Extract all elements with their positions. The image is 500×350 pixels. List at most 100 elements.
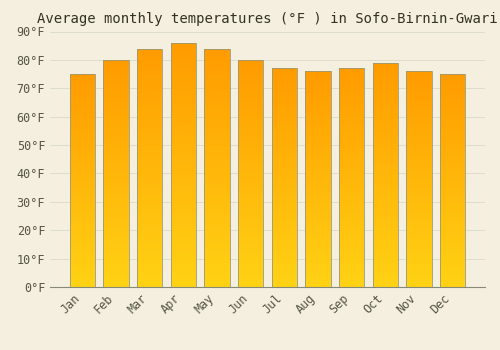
Bar [104,219,128,222]
Bar [306,174,330,176]
Bar [137,165,162,168]
Bar [170,202,196,205]
Bar [372,214,398,217]
Bar [170,266,196,269]
Bar [137,141,162,144]
Bar [204,87,230,90]
Bar [272,110,297,112]
Bar [406,268,432,271]
Bar [372,169,398,172]
Bar [372,237,398,239]
Bar [137,117,162,120]
Bar [238,239,264,241]
Bar [440,274,465,276]
Bar [70,101,95,103]
Bar [440,117,465,119]
Bar [306,141,330,144]
Bar [440,74,465,287]
Bar [372,63,398,65]
Bar [339,232,364,235]
Bar [170,107,196,110]
Bar [272,232,297,235]
Bar [170,49,196,52]
Bar [440,250,465,252]
Bar [306,255,330,257]
Bar [170,189,196,193]
Bar [104,182,128,185]
Bar [137,168,162,171]
Bar [272,252,297,254]
Bar [238,193,264,196]
Bar [204,260,230,263]
Bar [238,208,264,210]
Bar [70,151,95,154]
Bar [406,155,432,158]
Bar [440,101,465,103]
Bar [170,281,196,284]
Bar [70,90,95,93]
Bar [137,189,162,191]
Bar [306,71,330,287]
Bar [238,60,264,287]
Bar [372,281,398,284]
Bar [137,51,162,55]
Bar [339,118,364,120]
Bar [406,222,432,225]
Bar [339,268,364,271]
Bar [137,269,162,272]
Bar [372,116,398,119]
Bar [137,239,162,242]
Bar [306,236,330,238]
Bar [339,246,364,249]
Bar [204,69,230,72]
Bar [70,111,95,114]
Bar [238,159,264,162]
Bar [406,176,432,179]
Bar [306,184,330,187]
Bar [406,203,432,206]
Bar [204,57,230,61]
Bar [238,125,264,128]
Bar [170,250,196,253]
Bar [372,284,398,287]
Bar [104,114,128,117]
Bar [204,75,230,78]
Bar [170,229,196,232]
Bar [170,61,196,64]
Bar [137,144,162,147]
Bar [372,273,398,276]
Bar [306,114,330,117]
Bar [104,139,128,142]
Bar [372,158,398,161]
Bar [104,210,128,213]
Bar [170,116,196,119]
Bar [70,234,95,237]
Bar [440,98,465,101]
Bar [440,122,465,125]
Bar [204,156,230,159]
Bar [204,120,230,123]
Bar [204,224,230,228]
Bar [406,166,432,168]
Bar [137,108,162,111]
Bar [204,263,230,266]
Bar [70,212,95,215]
Bar [238,165,264,168]
Bar [204,239,230,242]
Bar [440,135,465,138]
Bar [440,226,465,229]
Bar [306,257,330,260]
Bar [238,210,264,213]
Bar [70,186,95,189]
Bar [372,71,398,74]
Bar [104,216,128,219]
Bar [70,74,95,287]
Bar [372,85,398,88]
Bar [104,168,128,170]
Bar [372,63,398,287]
Bar [440,109,465,111]
Bar [372,265,398,267]
Bar [70,276,95,279]
Bar [70,130,95,133]
Bar [104,213,128,216]
